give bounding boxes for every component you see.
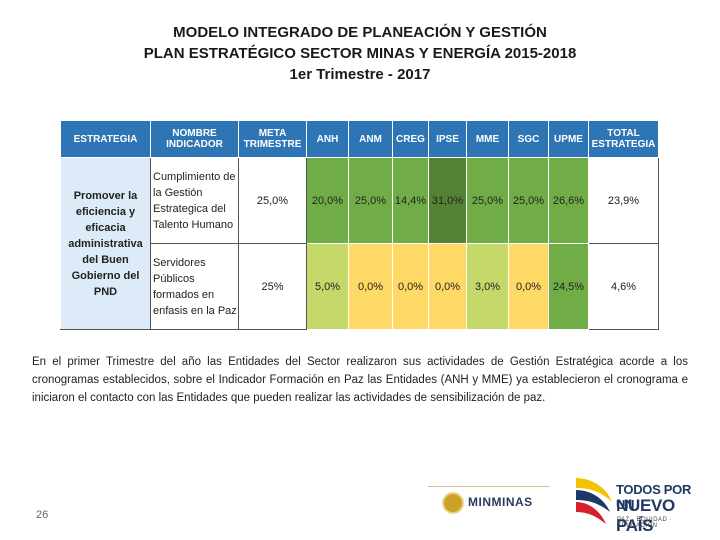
header-indicator: NOMBRE INDICADOR (150, 120, 239, 158)
flag-wings-icon (576, 478, 612, 524)
logo-line-2: NUEVO PAÍS (616, 496, 675, 535)
summary-paragraph: En el primer Trimestre del año las Entid… (32, 356, 688, 404)
coat-of-arms-icon (442, 492, 464, 514)
title-line-2: PLAN ESTRATÉGICO SECTOR MINAS Y ENERGÍA … (143, 45, 577, 62)
total-cell: 4,6% (588, 243, 659, 330)
header-mme: MME (466, 120, 509, 158)
header-total: TOTAL ESTRATEGIA (588, 120, 659, 158)
anh-cell: 20,0% (306, 157, 349, 244)
minminas-logo: MINMINAS (428, 486, 550, 515)
table-row: Servidores Públicos formados en enfasis … (61, 243, 659, 330)
page-title: MODELO INTEGRADO DE PLANEACIÓN Y GESTIÓN… (0, 22, 720, 85)
sgc-cell: 0,0% (508, 243, 549, 330)
indicator-table: ESTRATEGIA NOMBRE INDICADOR META TRIMEST… (60, 120, 659, 330)
indicator-cell: Cumplimiento de la Gestión Estrategica d… (150, 157, 239, 244)
header-anh: ANH (306, 120, 349, 158)
ipse-cell: 0,0% (428, 243, 467, 330)
anh-cell: 5,0% (306, 243, 349, 330)
ipse-cell: 31,0% (428, 157, 467, 244)
mme-cell: 25,0% (466, 157, 509, 244)
meta-cell: 25% (238, 243, 307, 330)
header-sgc: SGC (508, 120, 549, 158)
title-line-3: 1er Trimestre - 2017 (289, 66, 431, 83)
creg-cell: 0,0% (392, 243, 429, 330)
creg-cell: 14,4% (392, 157, 429, 244)
header-upme: UPME (548, 120, 589, 158)
anm-cell: 0,0% (348, 243, 393, 330)
title-line-1: MODELO INTEGRADO DE PLANEACIÓN Y GESTIÓN (173, 24, 547, 41)
upme-cell: 24,5% (548, 243, 589, 330)
page-number: 26 (36, 509, 49, 521)
upme-cell: 26,6% (548, 157, 589, 244)
total-cell: 23,9% (588, 157, 659, 244)
header-anm: ANM (348, 120, 393, 158)
table-row: Promover la eficiencia y eficacia admini… (60, 157, 659, 330)
header-meta: META TRIMESTRE (238, 120, 307, 158)
table-header-row: ESTRATEGIA NOMBRE INDICADOR META TRIMEST… (60, 120, 659, 158)
meta-cell: 25,0% (238, 157, 307, 244)
anm-cell: 25,0% (348, 157, 393, 244)
logo-line-3: PAZ · EQUIDAD · EDUCACIÓN (617, 517, 673, 529)
minminas-wordmark: MINMINAS (468, 495, 533, 509)
logo-line-1: TODOS POR UN (616, 482, 692, 512)
sgc-cell: 25,0% (508, 157, 549, 244)
header-strategy: ESTRATEGIA (60, 120, 151, 158)
indicator-cell: Servidores Públicos formados en enfasis … (150, 243, 239, 330)
mme-cell: 3,0% (466, 243, 509, 330)
strategy-cell: Promover la eficiencia y eficacia admini… (60, 157, 151, 330)
header-creg: CREG (392, 120, 429, 158)
header-ipse: IPSE (428, 120, 467, 158)
todos-por-un-nuevo-pais-logo: TODOS POR UN NUEVO PAÍS PAZ · EQUIDAD · … (572, 470, 712, 535)
